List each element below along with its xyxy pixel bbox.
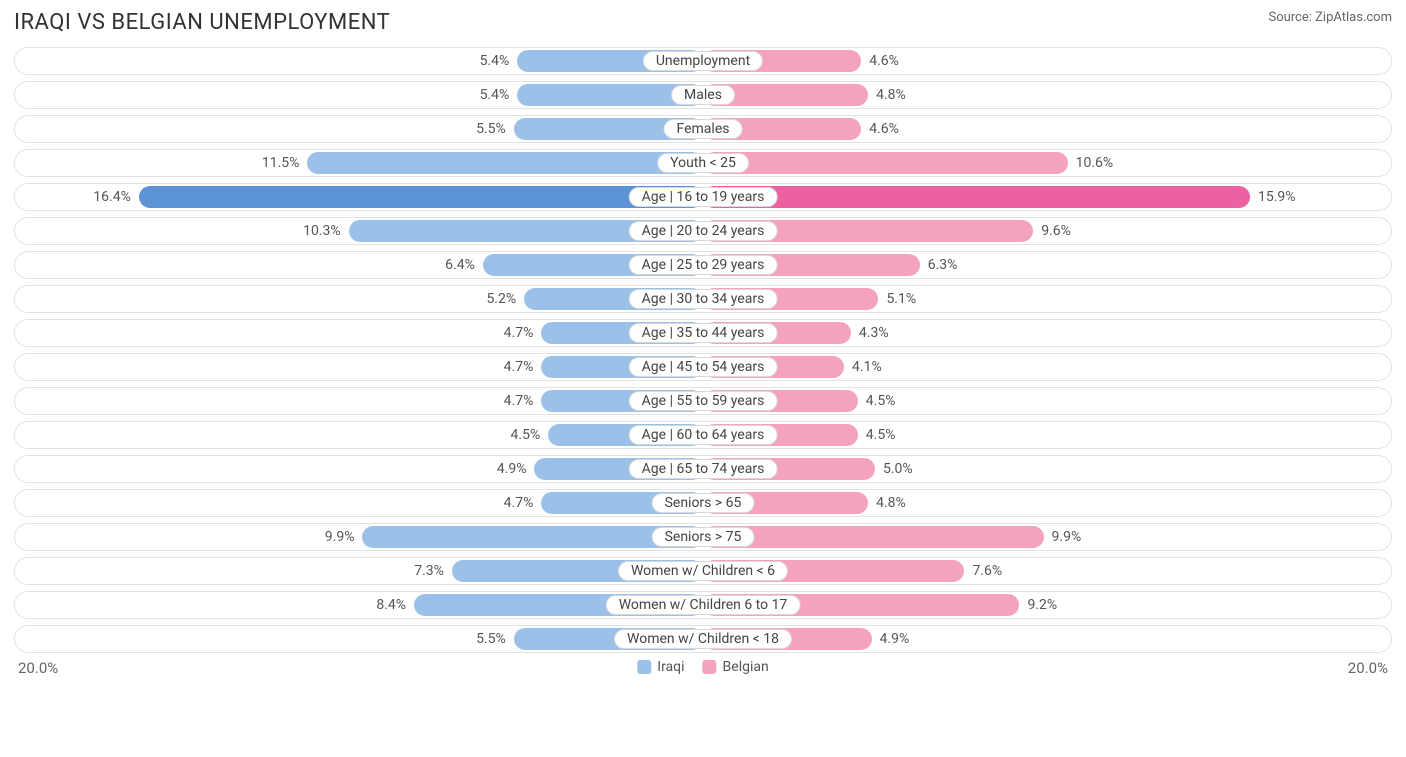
value-label-right: 9.6% bbox=[1041, 223, 1071, 239]
value-label-right: 5.1% bbox=[886, 291, 916, 307]
category-label: Seniors > 75 bbox=[652, 527, 755, 547]
chart-row: 16.4% 15.9% Age | 16 to 19 years bbox=[14, 183, 1392, 211]
value-label-left: 8.4% bbox=[376, 597, 406, 613]
legend-label: Iraqi bbox=[657, 659, 684, 675]
legend-label: Belgian bbox=[723, 659, 769, 675]
category-label: Females bbox=[664, 119, 743, 139]
category-label: Age | 55 to 59 years bbox=[629, 391, 778, 411]
chart-footer: 20.0% Iraqi Belgian 20.0% bbox=[14, 659, 1392, 683]
chart-row: 5.4% 4.6% Unemployment bbox=[14, 47, 1392, 75]
value-label-left: 4.9% bbox=[497, 461, 527, 477]
chart-row: 5.5% 4.6% Females bbox=[14, 115, 1392, 143]
legend-swatch bbox=[703, 660, 717, 674]
value-label-left: 4.7% bbox=[504, 325, 534, 341]
category-label: Age | 16 to 19 years bbox=[629, 187, 778, 207]
value-label-left: 5.2% bbox=[486, 291, 516, 307]
chart-title: IRAQI VS BELGIAN UNEMPLOYMENT bbox=[14, 10, 390, 35]
value-label-right: 4.6% bbox=[869, 121, 899, 137]
value-label-left: 9.9% bbox=[325, 529, 355, 545]
category-label: Males bbox=[671, 85, 735, 105]
category-label: Age | 20 to 24 years bbox=[629, 221, 778, 241]
category-label: Age | 60 to 64 years bbox=[629, 425, 778, 445]
legend-item: Iraqi bbox=[637, 659, 684, 675]
bar-iraqi bbox=[307, 152, 703, 174]
value-label-right: 4.5% bbox=[866, 427, 896, 443]
value-label-right: 4.5% bbox=[866, 393, 896, 409]
category-label: Age | 45 to 54 years bbox=[629, 357, 778, 377]
value-label-left: 5.5% bbox=[476, 631, 506, 647]
value-label-left: 16.4% bbox=[93, 189, 131, 205]
chart-row: 8.4% 9.2% Women w/ Children 6 to 17 bbox=[14, 591, 1392, 619]
value-label-left: 6.4% bbox=[445, 257, 475, 273]
chart-header: IRAQI VS BELGIAN UNEMPLOYMENT Source: Zi… bbox=[14, 10, 1392, 35]
value-label-left: 4.7% bbox=[504, 495, 534, 511]
bar-belgian bbox=[703, 186, 1250, 208]
value-label-right: 4.8% bbox=[876, 87, 906, 103]
chart-area: 5.4% 4.6% Unemployment 5.4% 4.8% Males 5.5% 4.6… bbox=[14, 47, 1392, 653]
value-label-left: 5.4% bbox=[480, 53, 510, 69]
chart-row: 7.3% 7.6% Women w/ Children < 6 bbox=[14, 557, 1392, 585]
category-label: Women w/ Children < 18 bbox=[614, 629, 792, 649]
value-label-left: 4.7% bbox=[504, 393, 534, 409]
axis-max-right: 20.0% bbox=[1348, 659, 1388, 677]
chart-row: 4.9% 5.0% Age | 65 to 74 years bbox=[14, 455, 1392, 483]
category-label: Women w/ Children 6 to 17 bbox=[606, 595, 801, 615]
category-label: Women w/ Children < 6 bbox=[618, 561, 788, 581]
bar-belgian bbox=[703, 152, 1068, 174]
chart-row: 4.7% 4.8% Seniors > 65 bbox=[14, 489, 1392, 517]
chart-row: 4.7% 4.3% Age | 35 to 44 years bbox=[14, 319, 1392, 347]
legend: Iraqi Belgian bbox=[637, 659, 768, 675]
category-label: Age | 25 to 29 years bbox=[629, 255, 778, 275]
value-label-right: 4.9% bbox=[880, 631, 910, 647]
value-label-left: 11.5% bbox=[262, 155, 300, 171]
chart-row: 4.7% 4.5% Age | 55 to 59 years bbox=[14, 387, 1392, 415]
value-label-right: 5.0% bbox=[883, 461, 913, 477]
value-label-left: 5.4% bbox=[480, 87, 510, 103]
category-label: Seniors > 65 bbox=[652, 493, 755, 513]
category-label: Unemployment bbox=[643, 51, 763, 71]
value-label-right: 9.9% bbox=[1052, 529, 1082, 545]
value-label-right: 4.6% bbox=[869, 53, 899, 69]
chart-row: 4.7% 4.1% Age | 45 to 54 years bbox=[14, 353, 1392, 381]
bar-iraqi bbox=[139, 186, 703, 208]
value-label-right: 15.9% bbox=[1258, 189, 1296, 205]
chart-row: 11.5% 10.6% Youth < 25 bbox=[14, 149, 1392, 177]
chart-row: 10.3% 9.6% Age | 20 to 24 years bbox=[14, 217, 1392, 245]
chart-source: Source: ZipAtlas.com bbox=[1268, 10, 1392, 25]
value-label-left: 10.3% bbox=[303, 223, 341, 239]
value-label-right: 4.3% bbox=[859, 325, 889, 341]
category-label: Age | 30 to 34 years bbox=[629, 289, 778, 309]
value-label-right: 9.2% bbox=[1027, 597, 1057, 613]
chart-row: 5.2% 5.1% Age | 30 to 34 years bbox=[14, 285, 1392, 313]
axis-max-left: 20.0% bbox=[18, 659, 58, 677]
legend-swatch bbox=[637, 660, 651, 674]
value-label-left: 5.5% bbox=[476, 121, 506, 137]
value-label-left: 7.3% bbox=[414, 563, 444, 579]
value-label-right: 6.3% bbox=[928, 257, 958, 273]
chart-row: 4.5% 4.5% Age | 60 to 64 years bbox=[14, 421, 1392, 449]
value-label-right: 7.6% bbox=[972, 563, 1002, 579]
value-label-left: 4.7% bbox=[504, 359, 534, 375]
category-label: Age | 35 to 44 years bbox=[629, 323, 778, 343]
value-label-right: 4.8% bbox=[876, 495, 906, 511]
legend-item: Belgian bbox=[703, 659, 769, 675]
chart-row: 5.4% 4.8% Males bbox=[14, 81, 1392, 109]
chart-row: 6.4% 6.3% Age | 25 to 29 years bbox=[14, 251, 1392, 279]
value-label-right: 4.1% bbox=[852, 359, 882, 375]
value-label-left: 4.5% bbox=[511, 427, 541, 443]
category-label: Youth < 25 bbox=[657, 153, 749, 173]
chart-row: 5.5% 4.9% Women w/ Children < 18 bbox=[14, 625, 1392, 653]
chart-row: 9.9% 9.9% Seniors > 75 bbox=[14, 523, 1392, 551]
value-label-right: 10.6% bbox=[1076, 155, 1114, 171]
category-label: Age | 65 to 74 years bbox=[629, 459, 778, 479]
